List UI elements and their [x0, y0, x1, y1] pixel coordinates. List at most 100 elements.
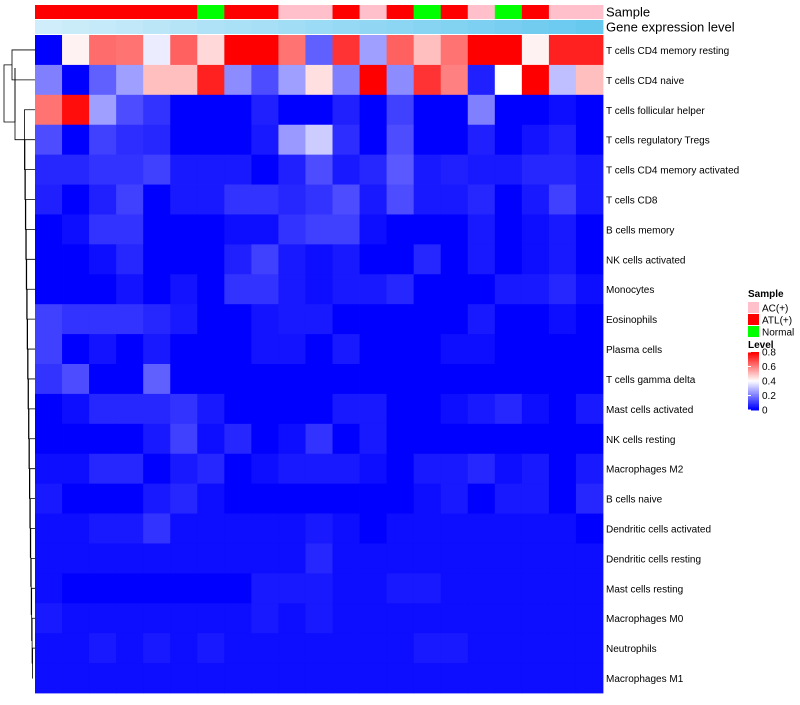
heatmap-cell [251, 513, 279, 544]
heatmap-cell [197, 663, 225, 694]
heatmap-cell [413, 274, 442, 305]
heatmap-cell [305, 453, 333, 485]
heatmap-cell [116, 364, 144, 395]
heatmap-cell [494, 423, 523, 455]
colorbar-segment [748, 401, 759, 404]
heatmap-cell [278, 603, 306, 634]
heatmap-cell [62, 663, 90, 694]
annotation-cell [467, 5, 496, 19]
heatmap-cell [224, 304, 252, 335]
heatmap-cell [116, 453, 144, 485]
heatmap-cell [170, 453, 198, 485]
heatmap-cell [143, 663, 171, 694]
heatmap-cell [359, 154, 388, 185]
heatmap-cell [278, 483, 306, 514]
heatmap-cell [386, 603, 415, 634]
heatmap-cell [332, 603, 360, 634]
heatmap-cell [467, 393, 496, 425]
heatmap-cell [467, 304, 496, 335]
heatmap-cell [440, 154, 469, 185]
row-label: Macrophages M1 [606, 674, 684, 685]
heatmap-cell [386, 244, 415, 275]
heatmap-cell [251, 154, 279, 185]
heatmap-cell [359, 453, 388, 485]
heatmap-cell [440, 364, 469, 395]
annotation-cell [224, 20, 252, 34]
heatmap-cell [548, 483, 577, 514]
colorbar-segment [748, 362, 759, 365]
heatmap-cell [413, 633, 442, 664]
heatmap-cell [251, 304, 279, 335]
heatmap-cell [440, 35, 469, 66]
heatmap-cell [89, 633, 117, 664]
heatmap-cell [386, 334, 415, 365]
heatmap-cell [575, 543, 604, 574]
heatmap-cell [494, 94, 523, 126]
heatmap-cell [467, 663, 496, 694]
heatmap-cell [521, 124, 550, 156]
annotation-cell [521, 20, 550, 34]
heatmap-cell [521, 364, 550, 395]
heatmap-cell [224, 633, 252, 664]
row-label: Monocytes [606, 285, 654, 296]
heatmap-cell [494, 663, 523, 694]
annotation-cell [251, 20, 279, 34]
heatmap-cell [89, 543, 117, 574]
heatmap-cell [278, 364, 306, 395]
heatmap-cell [359, 603, 388, 634]
heatmap-cell [89, 274, 117, 305]
heatmap-cell [413, 94, 442, 126]
heatmap-cell [467, 543, 496, 574]
heatmap-cell [386, 633, 415, 664]
heatmap-cell [197, 364, 225, 395]
heatmap-cell [332, 483, 360, 514]
heatmap-cell [89, 334, 117, 365]
heatmap-cell [62, 513, 90, 544]
heatmap-cell [575, 184, 604, 215]
heatmap-cell [116, 663, 144, 694]
heatmap-cell [224, 603, 252, 634]
heatmap-cell [62, 154, 90, 185]
heatmap-cell [89, 663, 117, 694]
heatmap-cell [35, 663, 63, 694]
heatmap-cell [197, 423, 225, 455]
heatmap-cell [251, 633, 279, 664]
heatmap-cell [548, 663, 577, 694]
heatmap-cell [62, 453, 90, 485]
heatmap-cell [197, 124, 225, 156]
heatmap-cell [305, 393, 333, 425]
heatmap-cell [413, 513, 442, 544]
heatmap-cell [305, 364, 333, 395]
heatmap-cell [89, 214, 117, 245]
heatmap-cell [278, 304, 306, 335]
heatmap-cell [440, 663, 469, 694]
heatmap-cell [521, 513, 550, 544]
heatmap-cell [143, 214, 171, 245]
heatmap-cell [467, 334, 496, 365]
annotation-cell [359, 5, 388, 19]
heatmap-cell [143, 35, 171, 66]
heatmap-cell [332, 274, 360, 305]
heatmap-cell [413, 35, 442, 66]
colorbar-segment [748, 399, 759, 402]
heatmap-cell [170, 35, 198, 66]
annotation-cell [305, 5, 333, 19]
heatmap-cell [575, 334, 604, 365]
heatmap-cell [224, 154, 252, 185]
heatmap-cell [440, 573, 469, 604]
heatmap-cell [575, 603, 604, 634]
heatmap-cell [251, 423, 279, 455]
heatmap-cell [467, 513, 496, 544]
heatmap-cell [278, 154, 306, 185]
heatmap-cell [62, 214, 90, 245]
heatmap-cell [494, 633, 523, 664]
heatmap-cell [521, 214, 550, 245]
heatmap-cell [467, 244, 496, 275]
heatmap-cell [62, 483, 90, 514]
heatmap-cell [116, 304, 144, 335]
heatmap-cell [575, 393, 604, 425]
row-label: B cells memory [606, 225, 674, 236]
heatmap-cell [116, 423, 144, 455]
heatmap-cell [548, 453, 577, 485]
heatmap-cell [359, 124, 388, 156]
